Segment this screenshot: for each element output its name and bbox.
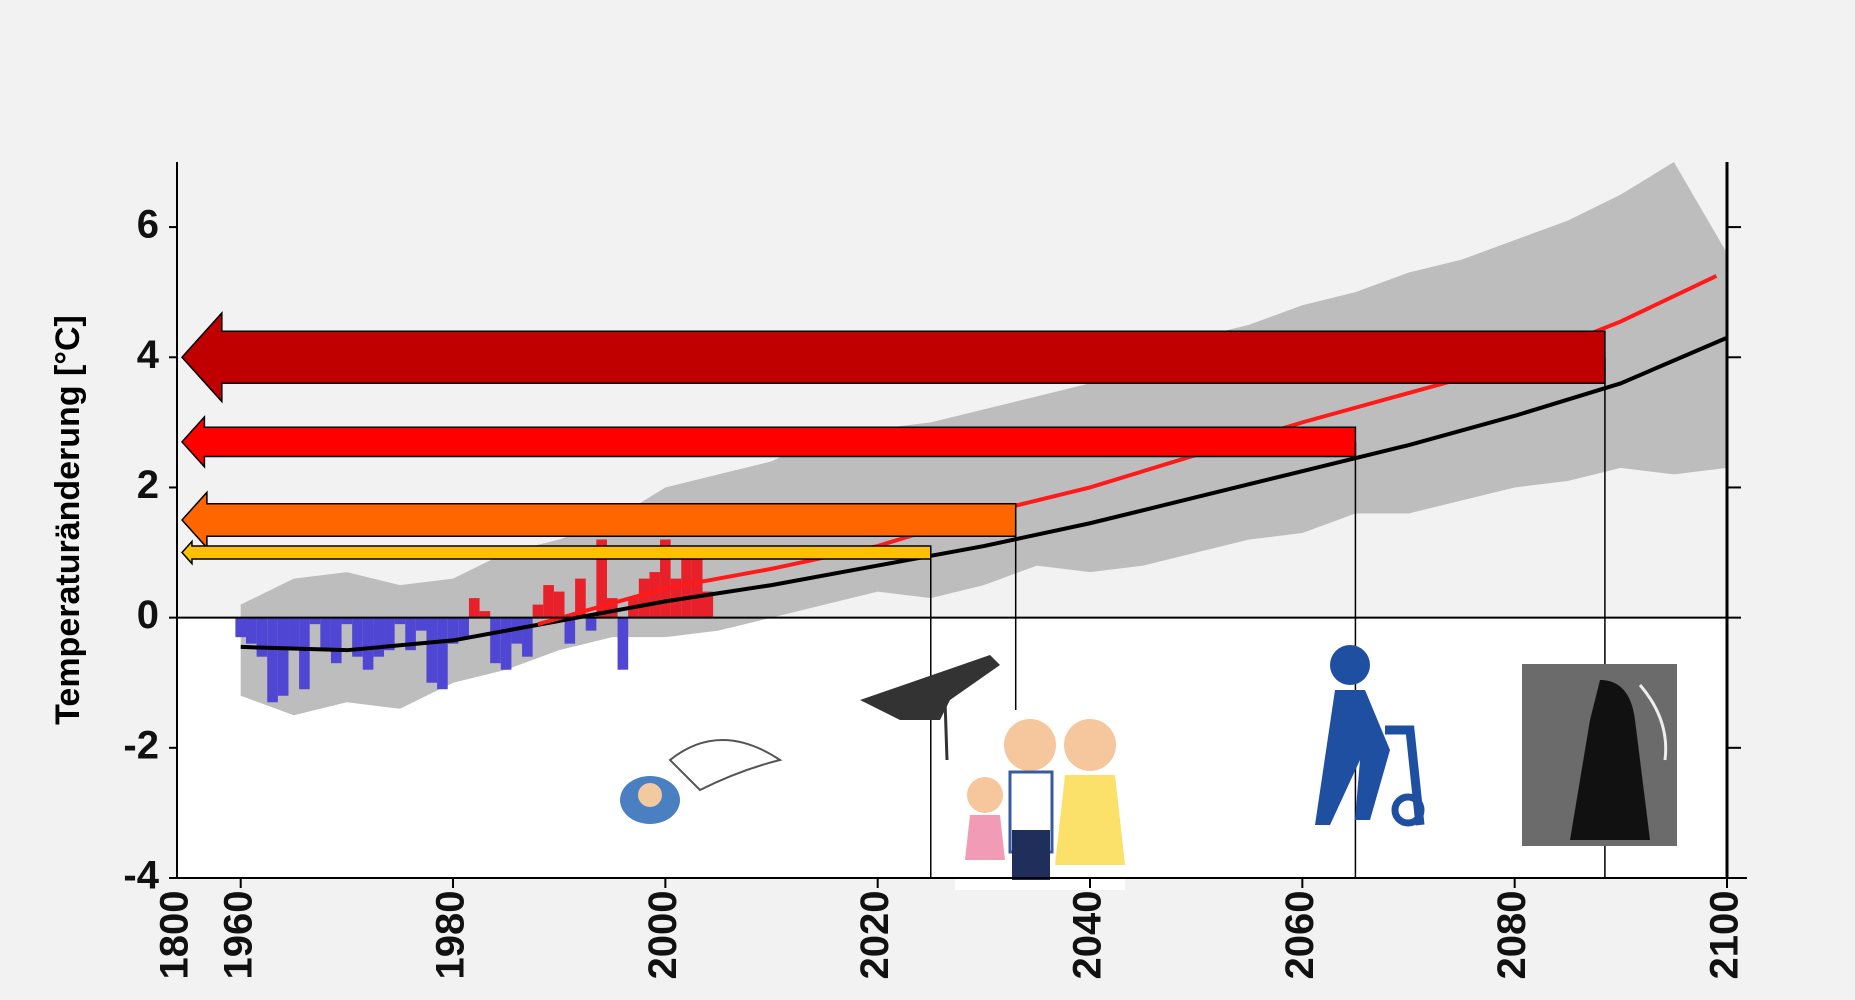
anomaly-bar [309,617,321,625]
graduation-cap-icon [860,655,1000,761]
x-tick-label: 2060 [1278,891,1322,980]
y-tick-label: 2 [137,463,159,507]
anomaly-bar [437,617,448,690]
anomaly-bar [394,617,406,625]
anomaly-bar [288,617,300,651]
family-icon [955,710,1125,890]
anomaly-bar [447,617,459,644]
anomaly-bar [532,604,544,618]
y-tick-label: -4 [123,854,159,898]
walker-icon [1315,640,1435,830]
x-tick-label: 2100 [1703,891,1747,980]
x-tick-label: 2080 [1490,891,1534,980]
anomaly-bar [543,585,554,618]
anomaly-bar [479,611,491,618]
anomaly-bar [522,617,533,657]
y-tick-label: 0 [137,593,159,637]
y-tick-label: 6 [137,203,159,247]
anomaly-bar [341,617,353,625]
arrow [180,415,1357,469]
anomaly-bar [235,617,247,638]
anomaly-bar [256,617,268,657]
anomaly-bar [575,578,586,618]
anomaly-bar [330,617,342,664]
anomaly-bar [373,617,385,657]
arrow [180,311,1606,404]
anomaly-bar [681,546,692,618]
anomaly-bar [415,617,427,631]
anomaly-bar [426,617,438,683]
anomaly-bar [384,617,395,651]
x-tick-label: 2040 [1066,891,1110,980]
anomaly-bar [617,617,629,670]
anomaly-bar [352,617,363,657]
x-tick-label: 2000 [641,891,685,980]
anomaly-bar [638,578,650,618]
anomaly-bar [585,617,597,631]
anomaly-bar [596,539,607,618]
anomaly-bar [660,539,671,618]
anomaly-bar [649,572,661,618]
anomaly-bar [691,559,703,618]
anomaly-bar [500,617,512,670]
anomaly-bar [246,617,257,644]
x-tick-label: 1960 [216,891,260,980]
anomaly-bar [362,617,374,670]
anomaly-bar [490,617,501,664]
anomaly-bar [458,617,469,638]
y-tick-label: -2 [123,723,159,767]
anomaly-bar [405,617,416,651]
stork-icon [615,700,810,835]
anomaly-bar [277,617,289,696]
anomaly-bar [267,617,278,703]
anomaly-bar [553,591,565,618]
x-tick-label: 2020 [853,891,897,980]
projection-line [240,335,1728,653]
anomaly-bar [606,598,618,618]
anomaly-bar [702,591,714,618]
y-tick-label: 4 [137,333,160,377]
anomaly-bar [564,617,576,644]
y-axis-label: Temperaturänderung [°C] [49,315,87,725]
anomaly-bar [320,617,331,651]
anomaly-bar [299,617,310,690]
x-start-label: 1800 [153,891,197,980]
x-tick-label: 1980 [429,891,473,980]
anomaly-bar [468,598,480,618]
grim-reaper-icon [1522,664,1677,846]
